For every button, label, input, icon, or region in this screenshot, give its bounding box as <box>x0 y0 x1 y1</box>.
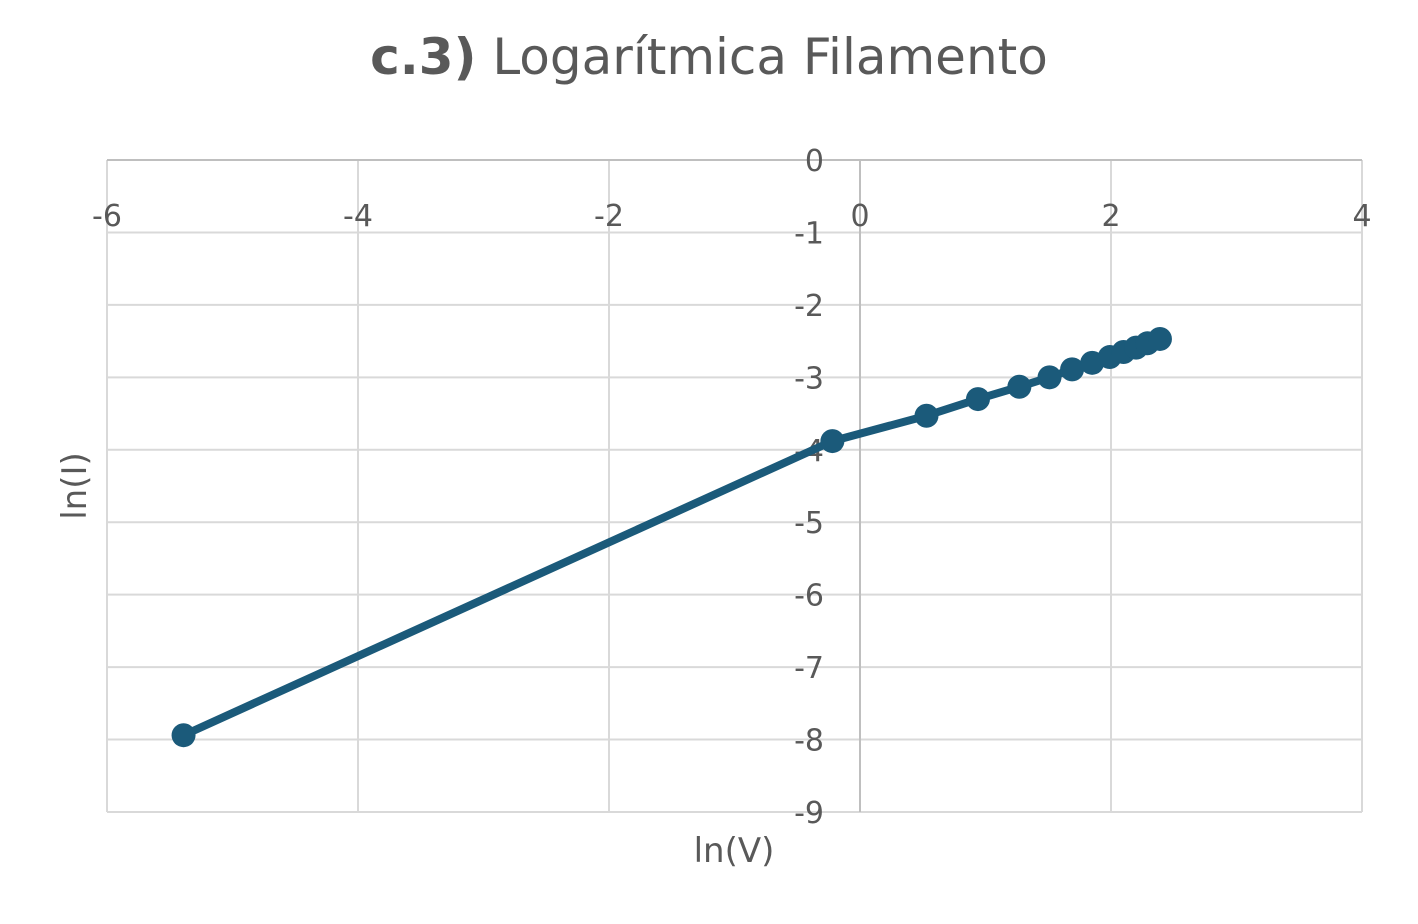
gridlines <box>106 160 1363 813</box>
data-point <box>965 387 990 412</box>
x-tick-label: 2 <box>1101 199 1120 234</box>
chart-title-rest: Logarítmica Filamento <box>476 28 1048 86</box>
x-tick-label: -6 <box>92 199 122 234</box>
series-line <box>179 334 1164 740</box>
x-tick-label: 4 <box>1352 199 1371 234</box>
data-point <box>1147 326 1172 351</box>
data-series <box>171 326 1172 748</box>
data-point <box>1007 374 1032 399</box>
data-point <box>1060 357 1085 382</box>
chart-title: c.3) Logarítmica Filamento <box>0 30 1418 85</box>
data-point <box>914 403 939 428</box>
chart-title-bold: c.3) <box>370 28 477 86</box>
x-tick-label: -2 <box>594 199 624 234</box>
data-point <box>1037 365 1062 390</box>
y-tick-label: -1 <box>794 216 824 251</box>
x-tick-label: 0 <box>850 199 869 234</box>
data-point <box>171 723 196 748</box>
data-point <box>820 429 845 454</box>
y-tick-label: -6 <box>794 579 824 614</box>
y-tick-label: -8 <box>794 724 824 759</box>
y-tick-label: -3 <box>794 361 824 396</box>
x-tick-label: -4 <box>343 199 373 234</box>
axes <box>107 159 1362 812</box>
y-tick-label: 0 <box>805 144 824 179</box>
y-tick-label: -7 <box>794 651 824 686</box>
y-tick-label: -9 <box>794 796 824 831</box>
tick-labels: -6 -4 -2 0 2 40-1-2-3-4-5-6-7-8-9 <box>92 144 1372 831</box>
y-tick-label: -2 <box>794 289 824 324</box>
y-axis-label: ln(I) <box>55 452 95 520</box>
x-axis-label: ln(V) <box>694 831 775 871</box>
y-tick-label: -5 <box>794 506 824 541</box>
